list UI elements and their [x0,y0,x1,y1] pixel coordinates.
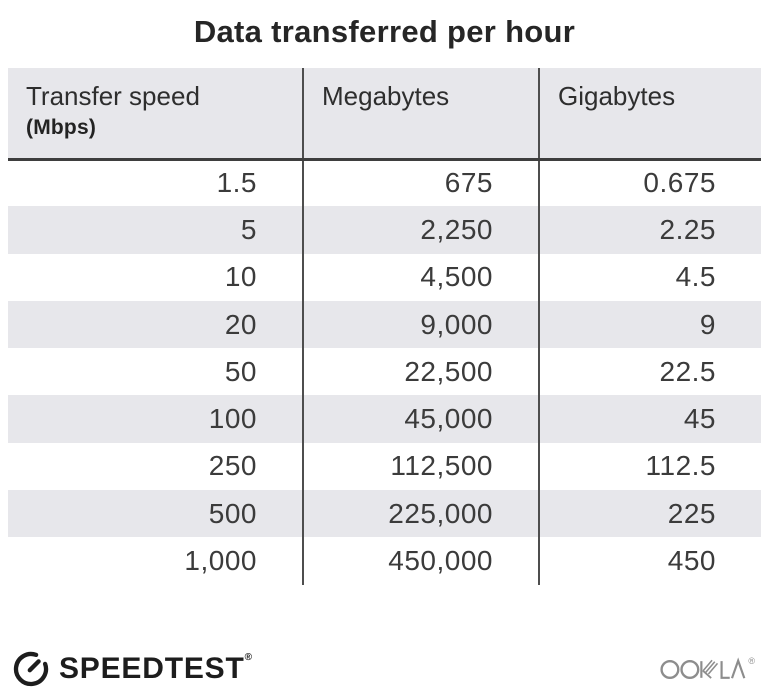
cell-speed: 50 [224,355,257,387]
cell-megabytes: 112,500 [302,442,539,491]
table-row: 100 45,000 45 [8,395,761,443]
cell-megabytes: 45,000 [302,395,539,443]
ookla-registered-mark: ® [748,655,755,666]
table-row: 10 4,500 4.5 [8,253,761,301]
cell-speed: 1.5 [216,167,257,199]
ookla-logo: ® [659,655,755,684]
cell-gigabytes: 0.675 [538,159,761,207]
cell-gigabytes: 2.25 [538,206,761,254]
cell-speed: 500 [208,497,257,529]
cell-speed: 10 [224,261,257,293]
cell-gigabytes: 112.5 [538,442,761,491]
cell-speed: 100 [208,403,257,435]
speedtest-label: SPEEDTEST [59,652,245,685]
cell-megabytes: 225,000 [302,490,539,538]
cell-megabytes: 22,500 [302,348,539,396]
col-header-gigabytes: Gigabytes [538,68,761,161]
col-header-transfer-speed-label: Transfer speed [26,81,200,111]
cell-megabytes: 675 [302,159,539,207]
cell-speed: 250 [208,450,257,482]
table-row: 250 112,500 112.5 [8,442,761,491]
table-row: 500 225,000 225 [8,490,761,538]
col-header-transfer-speed: Transfer speed (Mbps) [8,68,303,161]
cell-gigabytes: 9 [538,300,761,349]
table-row: 50 22,500 22.5 [8,348,761,396]
cell-speed: 1,000 [184,545,257,577]
table-row: 1.5 675 0.675 [8,159,761,207]
cell-megabytes: 2,250 [302,206,539,254]
cell-gigabytes: 22.5 [538,348,761,396]
speedtest-wordmark: SPEEDTEST® [59,652,253,686]
table-row: 5 2,250 2.25 [8,206,761,254]
speedtest-logo: SPEEDTEST® [13,651,253,687]
cell-speed: 20 [224,308,257,340]
table-row: 1,000 450,000 450 [8,537,761,585]
cell-megabytes: 9,000 [302,300,539,349]
cell-megabytes: 4,500 [302,253,539,301]
data-table: Transfer speed (Mbps) Megabytes Gigabyte… [8,68,761,585]
table-row: 20 9,000 9 [8,300,761,349]
speedtest-registered-mark: ® [244,652,253,663]
cell-gigabytes: 450 [538,537,761,585]
page-title: Data transferred per hour [193,14,576,49]
speedometer-icon [13,651,49,687]
col-header-mbps-unit: (Mbps) [26,116,97,139]
col-header-megabytes: Megabytes [302,68,539,161]
footer: SPEEDTEST® ® [13,648,755,690]
ookla-wordmark-icon [660,656,746,679]
cell-gigabytes: 4.5 [538,253,761,301]
table-header-row: Transfer speed (Mbps) Megabytes Gigabyte… [8,68,761,161]
cell-gigabytes: 225 [538,490,761,538]
cell-megabytes: 450,000 [302,537,539,585]
cell-gigabytes: 45 [538,395,761,443]
cell-speed: 5 [240,213,257,245]
